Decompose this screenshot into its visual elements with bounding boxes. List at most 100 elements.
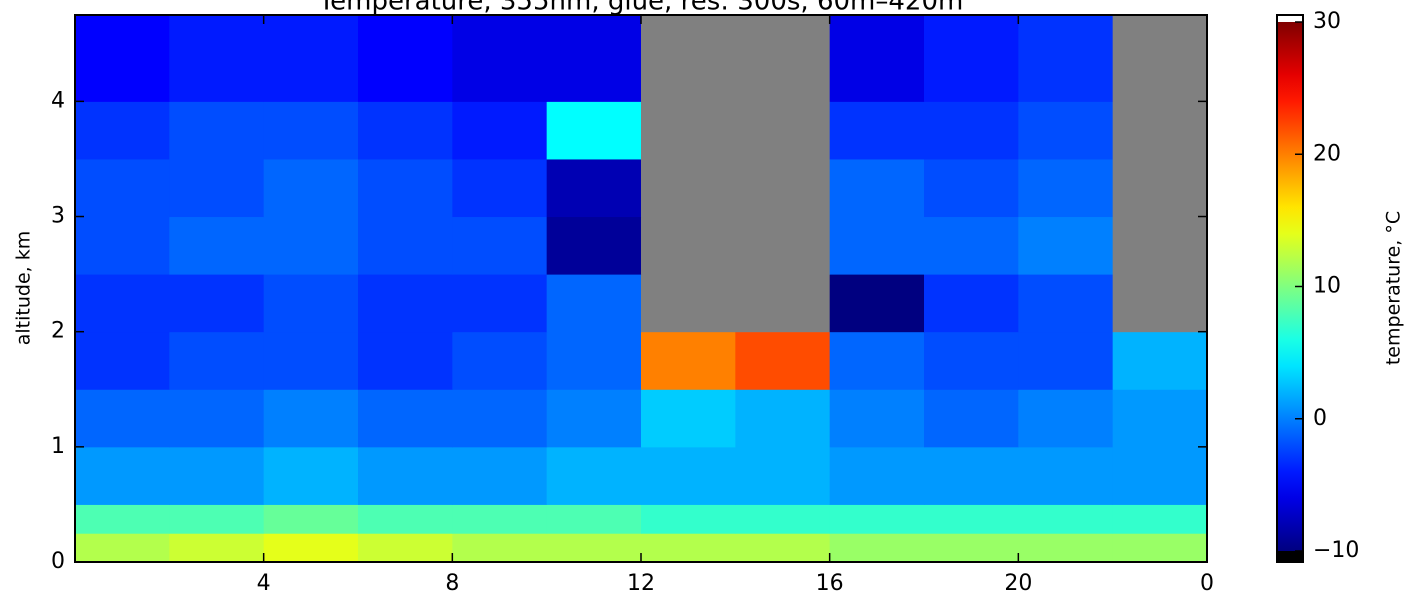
heat-cell [641, 533, 736, 563]
heat-cell [735, 389, 831, 448]
heat-cell [452, 15, 548, 102]
colorbar-tick-label: 10 [1313, 274, 1341, 299]
heat-cell [924, 331, 1019, 390]
heat-cell [546, 216, 642, 275]
heat-cell [546, 158, 642, 218]
heat-cell [546, 533, 642, 563]
heat-cell [75, 331, 170, 390]
x-tick-label: 20 [1004, 571, 1032, 596]
heat-cell [1112, 446, 1208, 505]
heat-cell [546, 504, 642, 534]
heat-cell [1018, 15, 1114, 102]
heat-cell [452, 158, 548, 218]
heat-cell [924, 389, 1019, 448]
heat-cell [169, 446, 265, 505]
x-tick-label: 8 [445, 571, 459, 596]
heat-cell [829, 158, 925, 218]
heat-cell [358, 216, 453, 275]
heat-cell [735, 533, 831, 563]
heat-cell [546, 389, 642, 448]
heat-cell [924, 158, 1019, 218]
heat-cell [829, 15, 925, 102]
heat-cell [1112, 274, 1208, 333]
heat-cell [829, 533, 925, 563]
heat-cell [924, 101, 1019, 160]
heat-cell [1018, 446, 1114, 505]
heat-cell [829, 274, 925, 333]
heat-cell [1018, 504, 1114, 534]
heat-cell [75, 216, 170, 275]
heat-cell [735, 331, 831, 390]
heat-cell [263, 101, 359, 160]
heat-cell [75, 389, 170, 448]
heat-cell [546, 274, 642, 333]
heat-cell [735, 274, 831, 333]
heat-cell [75, 158, 170, 218]
heat-cell [1018, 274, 1114, 333]
heat-cell [75, 274, 170, 333]
y-tick-label: 2 [51, 319, 65, 344]
heat-cell [358, 533, 453, 563]
heat-cell [735, 101, 831, 160]
heat-cell [1112, 389, 1208, 448]
heat-cell [169, 533, 265, 563]
heat-cell [263, 533, 359, 563]
heat-cell [924, 216, 1019, 275]
heat-cell [1018, 101, 1114, 160]
chart-title: Temperature, 355nm, glue, res: 300s, 60m… [318, 0, 964, 17]
colorbar-under [1277, 551, 1303, 562]
heat-cell [263, 504, 359, 534]
heat-cell [924, 15, 1019, 102]
heat-cell [1112, 216, 1208, 275]
heat-cell [735, 15, 831, 102]
heat-cell [829, 101, 925, 160]
heat-cell [546, 101, 642, 160]
heat-cell [263, 216, 359, 275]
heat-cell [546, 15, 642, 102]
heat-cell [829, 504, 925, 534]
heat-cell [641, 446, 736, 505]
x-tick-label: 4 [257, 571, 271, 596]
heat-cell [1112, 504, 1208, 534]
heat-cell [263, 15, 359, 102]
colorbar-tick-label: 0 [1313, 406, 1327, 431]
heat-cell [641, 216, 736, 275]
heat-cell [641, 389, 736, 448]
heat-cell [358, 504, 453, 534]
heat-cell [452, 216, 548, 275]
heat-cell [452, 274, 548, 333]
heat-cell [1112, 331, 1208, 390]
heat-cell [924, 533, 1019, 563]
heat-cell [75, 101, 170, 160]
heat-cell [169, 389, 265, 448]
y-tick-label: 4 [51, 88, 65, 113]
heat-cell [75, 533, 170, 563]
heat-cell [75, 446, 170, 505]
x-tick-label: 12 [627, 571, 655, 596]
heat-cell [1018, 533, 1114, 563]
heat-cell [641, 504, 736, 534]
heat-cell [1112, 158, 1208, 218]
heat-cell [169, 158, 265, 218]
heat-cell [735, 158, 831, 218]
colorbar-label: temperature, °C [1383, 211, 1405, 365]
heat-cell [452, 446, 548, 505]
y-axis-label: altitude, km [13, 231, 35, 345]
heat-cell [735, 216, 831, 275]
heat-cell [263, 158, 359, 218]
heat-cell [358, 101, 453, 160]
heat-cell [924, 504, 1019, 534]
heat-cell [1112, 15, 1208, 102]
heat-cell [546, 331, 642, 390]
colorbar-tick-label: 20 [1313, 141, 1341, 166]
heat-cell [829, 389, 925, 448]
x-tick-label: 0 [1200, 571, 1214, 596]
heat-cell [169, 274, 265, 333]
heat-cell [829, 446, 925, 505]
heat-cell [169, 15, 265, 102]
heat-cell [263, 389, 359, 448]
heat-cell [924, 274, 1019, 333]
heat-cell [641, 101, 736, 160]
